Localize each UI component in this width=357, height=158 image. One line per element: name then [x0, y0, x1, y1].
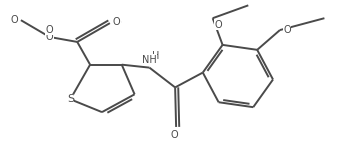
Text: NH: NH	[142, 55, 157, 64]
Text: O: O	[114, 18, 121, 28]
Text: O: O	[10, 15, 18, 25]
Text: S: S	[67, 94, 74, 104]
Text: O: O	[171, 130, 178, 140]
Text: H: H	[152, 51, 159, 61]
Text: O: O	[46, 25, 54, 35]
Text: O: O	[214, 20, 222, 30]
Text: O: O	[113, 17, 120, 27]
Text: O: O	[283, 25, 291, 35]
Text: O: O	[46, 32, 54, 42]
